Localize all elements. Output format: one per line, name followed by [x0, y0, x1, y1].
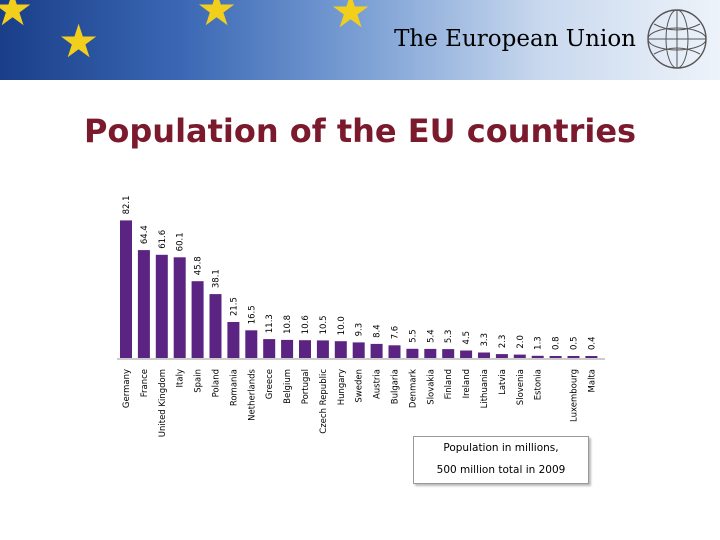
category-label: Netherlands [247, 368, 257, 420]
bar-estonia [531, 355, 544, 358]
category-label: Belgium [283, 369, 293, 404]
value-label: 5.4 [426, 329, 436, 343]
page-title: Population of the EU countries [83, 112, 637, 150]
category-label: Finland [444, 369, 454, 399]
value-label: 38.1 [212, 269, 222, 288]
bar-finland [442, 349, 455, 358]
bar-cyprus [549, 356, 562, 358]
category-label: Romania [229, 369, 239, 406]
bar-spain [191, 281, 204, 358]
eu-star-icon: ★ [196, 0, 238, 36]
bar-greece [263, 339, 276, 358]
value-label: 7.6 [391, 326, 401, 340]
bar-denmark [406, 348, 419, 358]
value-label: 9.3 [355, 323, 365, 337]
value-label: 10.8 [283, 315, 293, 334]
value-label: 0.8 [552, 336, 562, 350]
value-label: 0.5 [570, 336, 580, 350]
bar-belgium [281, 339, 294, 358]
category-label: Poland [212, 369, 222, 397]
bar-ireland [460, 350, 473, 358]
legend-line-2: 500 million total in 2009 [436, 464, 566, 476]
category-label: Portugal [301, 369, 311, 404]
eu-star-icon: ★ [0, 0, 34, 36]
category-label: Czech Republic [319, 369, 329, 434]
header-banner: ★ ★ ★ ★ The European Union [0, 0, 720, 80]
bar-united-kingdom [155, 254, 168, 358]
category-label: Germany [122, 369, 132, 408]
value-label: 10.5 [319, 315, 329, 334]
category-label: Austria [373, 369, 383, 399]
bar-hungary [334, 341, 347, 358]
category-label: Lithuania [480, 369, 490, 408]
value-label: 82.1 [122, 195, 132, 214]
chart-legend: Population in millions, 500 million tota… [413, 436, 589, 484]
bar-luxembourg [567, 356, 580, 358]
category-label: Sweden [355, 369, 365, 403]
category-label: Estonia [534, 369, 544, 400]
value-label: 2.3 [498, 335, 508, 349]
value-label: 11.3 [265, 314, 275, 333]
value-label: 3.3 [480, 333, 490, 347]
bar-sweden [352, 342, 365, 358]
value-label: 2.0 [516, 335, 526, 349]
value-label: 1.3 [534, 336, 544, 350]
category-label: Bulgaria [391, 369, 401, 404]
bar-austria [370, 343, 383, 358]
bar-romania [227, 322, 240, 358]
value-label: 10.6 [301, 315, 311, 334]
bar-czech-republic [316, 340, 329, 358]
eu-star-icon: ★ [58, 14, 100, 68]
legend-line-1: Population in millions, [443, 442, 559, 454]
category-label: Latvia [498, 369, 508, 395]
eu-star-icon: ★ [330, 0, 372, 38]
bar-portugal [299, 340, 311, 358]
value-label: 64.4 [140, 225, 150, 244]
category-label: France [140, 369, 150, 397]
value-label: 61.6 [158, 230, 168, 249]
category-label: Malta [587, 369, 597, 392]
category-label: Luxembourg [570, 369, 580, 422]
globe-icon [647, 9, 707, 69]
bar-bulgaria [388, 345, 401, 358]
category-label: United Kingdom [158, 369, 168, 437]
bar-italy [173, 257, 186, 358]
category-label: Greece [265, 369, 275, 399]
bar-slovenia [513, 354, 526, 358]
value-label: 4.5 [462, 331, 472, 345]
value-label: 16.5 [247, 305, 257, 324]
value-label: 5.3 [444, 330, 454, 344]
category-label: Slovakia [426, 369, 436, 405]
bar-netherlands [245, 330, 258, 358]
bar-poland [209, 294, 222, 358]
bar-france [137, 250, 150, 358]
bar-slovakia [424, 348, 437, 358]
bar-latvia [495, 354, 508, 358]
category-label: Slovenia [516, 369, 526, 405]
value-label: 8.4 [373, 324, 383, 338]
value-label: 5.5 [408, 329, 418, 343]
banner-title: The European Union [394, 26, 636, 52]
value-label: 45.8 [194, 256, 204, 275]
category-label: Denmark [408, 369, 418, 408]
category-label: Spain [194, 369, 204, 393]
value-label: 60.1 [176, 232, 186, 251]
value-label: 0.4 [587, 336, 597, 350]
bar-malta [585, 356, 598, 358]
bar-lithuania [478, 352, 490, 358]
value-label: 10.0 [337, 316, 347, 335]
bar-germany [120, 220, 132, 358]
value-label: 21.5 [229, 297, 239, 316]
category-label: Italy [176, 369, 186, 387]
category-label: Hungary [337, 369, 347, 405]
category-label: Ireland [462, 369, 472, 398]
